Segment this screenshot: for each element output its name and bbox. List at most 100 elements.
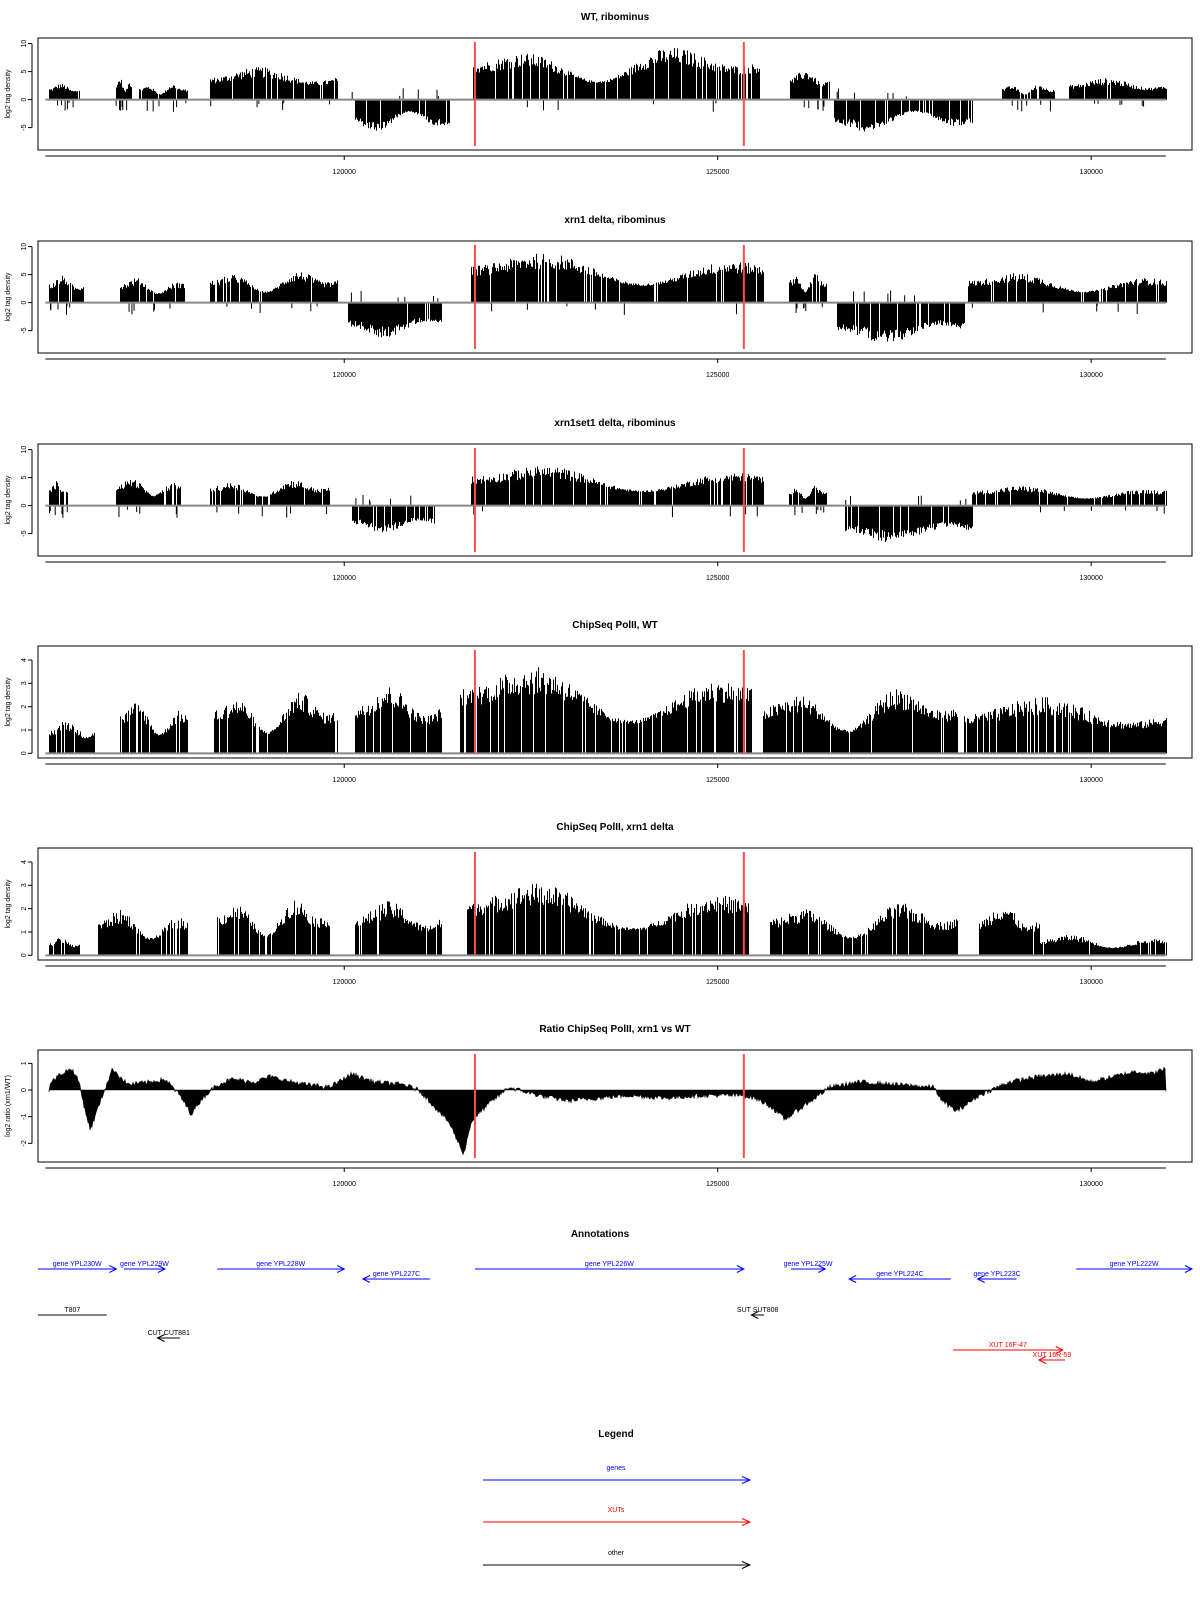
- signal-segment-5: [473, 48, 760, 112]
- y-axis-label: log2 ratio (xrn1/WT): [5, 1075, 12, 1137]
- x-tick-label: 130000: [1079, 1181, 1102, 1188]
- x-tick-label: 120000: [333, 979, 356, 986]
- y-axis-label: log2 tag density: [5, 272, 12, 322]
- x-tick-label: 125000: [706, 1181, 729, 1188]
- x-tick-label: 125000: [706, 169, 729, 176]
- arrow-head-icon: [1184, 1265, 1194, 1273]
- arrow-head-icon: [741, 1561, 752, 1569]
- x-tick-label: 125000: [706, 575, 729, 582]
- legend-label: XUTs: [608, 1507, 625, 1514]
- x-tick-label: 130000: [1079, 777, 1102, 784]
- signal-segment-5: [789, 274, 827, 313]
- legend-label: genes: [606, 1465, 626, 1472]
- x-tick-label: 120000: [333, 777, 356, 784]
- legend-item-xuts: XUTs: [483, 1507, 752, 1526]
- signal-segment-1: [116, 480, 181, 518]
- y-tick-label: 0: [21, 953, 28, 957]
- arrow-head-icon: [750, 1311, 759, 1319]
- y-tick-label: 0: [21, 1088, 28, 1092]
- y-tick-label: -5: [21, 124, 28, 130]
- y-tick-label: 4: [21, 658, 28, 662]
- feature-label: CUT CUT881: [148, 1330, 190, 1337]
- panel-ratio-chipseq-polii-xrn1-vs-wt: Ratio ChipSeq PolII, xrn1 vs WT log2 rati…: [5, 1024, 1193, 1188]
- signal-segment-4: [460, 667, 752, 754]
- y-tick-label: -5: [21, 530, 28, 536]
- x-tick-label: 120000: [333, 372, 356, 379]
- y-tick-label: 5: [21, 476, 28, 480]
- x-tick-label: 130000: [1079, 575, 1102, 582]
- feature-gene-ypl228w: gene YPL228W: [217, 1261, 346, 1273]
- feature-label: gene YPL226W: [585, 1261, 634, 1268]
- signal-segment-1: [120, 703, 188, 754]
- legend-panel: Legend genes XUTs other: [483, 1429, 752, 1569]
- feature-label: T807: [64, 1307, 80, 1314]
- y-tick-label: 5: [21, 70, 28, 74]
- plot-frame: [37, 1049, 1193, 1163]
- arrow-head-icon: [741, 1476, 752, 1484]
- x-tick-label: 130000: [1079, 372, 1102, 379]
- feature-gene-ypl222w: gene YPL222W: [1076, 1261, 1194, 1273]
- feature-gene-ypl229w: gene YPL229W: [120, 1261, 169, 1273]
- signal-segment-6: [979, 911, 1040, 956]
- feature-label: gene YPL227C: [373, 1271, 420, 1278]
- data-marks: [45, 466, 1167, 543]
- x-tick-label: 125000: [706, 979, 729, 986]
- y-tick-label: 0: [21, 301, 28, 305]
- feature-gene-ypl225w: gene YPL225W: [784, 1261, 833, 1273]
- plot-frame: [37, 37, 1193, 151]
- signal-segment-4: [467, 883, 749, 956]
- data-marks: [45, 253, 1167, 342]
- signal-segment-0: [49, 938, 80, 956]
- signal-segment-7: [972, 486, 1167, 514]
- feature-label: gene YPL230W: [53, 1261, 102, 1268]
- feature-gene-ypl227c: gene YPL227C: [361, 1271, 431, 1283]
- signal-segment-4: [351, 88, 450, 131]
- arrow-head-icon: [1055, 1346, 1064, 1354]
- legend-item-genes: genes: [483, 1465, 752, 1484]
- y-tick-label: 1: [21, 930, 28, 934]
- panel-xrn1-delta-ribominus: xrn1 delta, ribominus log2 tag density 10 5…: [5, 215, 1193, 379]
- y-tick-label: 2: [21, 907, 28, 911]
- data-marks: [45, 883, 1167, 957]
- feature-xut-16r-59: XUT 16R-59: [1033, 1352, 1071, 1364]
- y-tick-label: 4: [21, 860, 28, 864]
- x-tick-label: 120000: [333, 1181, 356, 1188]
- x-tick-label: 120000: [333, 169, 356, 176]
- arrow-head-icon: [1037, 1356, 1047, 1364]
- feature-label: gene YPL225W: [784, 1261, 833, 1268]
- y-tick-label: -2: [21, 1140, 28, 1146]
- y-tick-label: 5: [21, 273, 28, 277]
- plot-frame: [37, 645, 1193, 759]
- arrow-head-icon: [818, 1265, 827, 1273]
- signal-segment-0: [49, 83, 80, 111]
- arrow-head-icon: [337, 1265, 346, 1273]
- signal-segment-2: [210, 481, 330, 518]
- signal-segment-3: [348, 291, 442, 338]
- signal-segment-6: [845, 495, 973, 543]
- feature-gene-ypl224c: gene YPL224C: [848, 1271, 951, 1283]
- y-tick-label: 0: [21, 751, 28, 755]
- signal-segment-7: [1039, 935, 1167, 956]
- feature-label: gene YPL224C: [876, 1271, 923, 1278]
- signal-segment-2: [139, 85, 188, 112]
- signal-segment-3: [355, 901, 442, 956]
- feature-gene-ypl230w: gene YPL230W: [38, 1261, 118, 1273]
- y-tick-label: 10: [21, 243, 28, 251]
- y-tick-label: -1: [21, 1113, 28, 1119]
- panel-xrn1set1-delta-ribominus: xrn1set1 delta, ribominus log2 tag densit…: [5, 418, 1193, 582]
- feature-t807: T807: [38, 1307, 107, 1316]
- legend-item-other: other: [483, 1550, 752, 1569]
- y-tick-label: 3: [21, 883, 28, 887]
- x-tick-label: 130000: [1079, 169, 1102, 176]
- plot-frame: [37, 240, 1193, 354]
- signal-segment-1: [115, 79, 132, 111]
- plot-frame: [37, 847, 1193, 961]
- y-tick-label: 10: [21, 40, 28, 48]
- signal-segment-2: [217, 900, 330, 956]
- y-tick-label: 0: [21, 504, 28, 508]
- signal-segment-5: [770, 903, 958, 956]
- signal-segment-5: [763, 689, 958, 754]
- feature-sut-sut808: SUT SUT808: [737, 1307, 779, 1319]
- y-tick-label: -5: [21, 327, 28, 333]
- y-tick-label: 1: [21, 728, 28, 732]
